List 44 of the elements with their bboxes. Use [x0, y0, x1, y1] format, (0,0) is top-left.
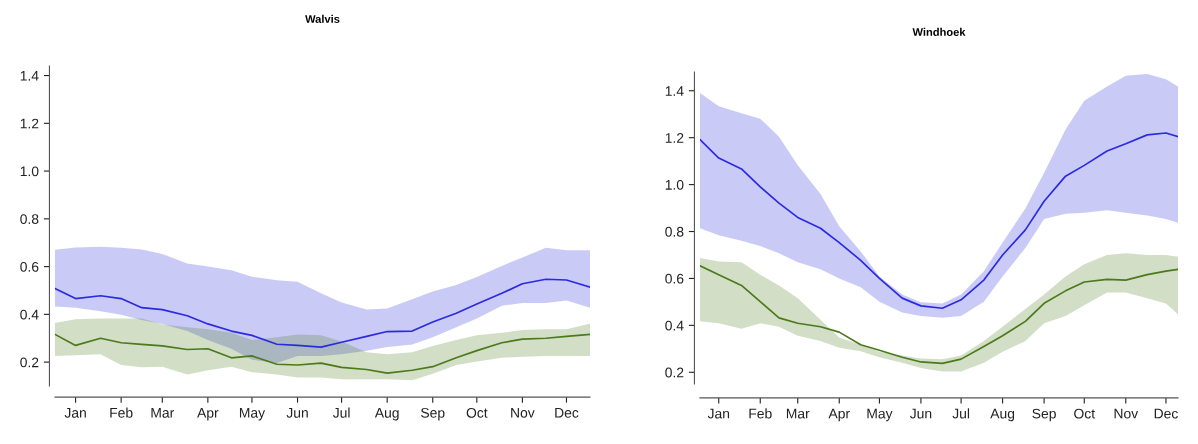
y-tick-label: 1.2 — [20, 118, 39, 129]
x-tick-label: Sep — [421, 407, 445, 421]
x-tick-label: Jul — [952, 408, 970, 419]
x-tick-label: Nov — [1114, 408, 1139, 419]
x-tick-label: Jul — [332, 407, 350, 418]
y-tick-label: 0.2 — [20, 357, 39, 368]
line-series — [55, 278, 590, 348]
x-tick-label: Dec — [1154, 408, 1178, 419]
x-tick-label: May — [867, 408, 893, 422]
x-tick-label: Feb — [749, 408, 772, 419]
x-tick-label: Jan — [707, 408, 730, 419]
x-tick-label: Jun — [909, 408, 932, 419]
y-tick-label: 1.4 — [665, 86, 684, 96]
x-tick-label: May — [239, 408, 266, 421]
x-tick-label: Jun — [286, 408, 308, 418]
y-tick-label: 1.0 — [665, 179, 684, 190]
x-tick-label: Jan — [64, 408, 86, 418]
x-tick-label: Aug — [374, 408, 399, 421]
x-tick-label: Aug — [990, 408, 1015, 422]
x-tick-label: Apr — [828, 408, 850, 422]
chart-title: Walvis — [305, 14, 340, 23]
x-tick-label: Feb — [110, 407, 133, 418]
x-tick-label: Apr — [197, 408, 219, 421]
x-tick-label: Oct — [1074, 408, 1095, 419]
y-tick-label: 1.4 — [20, 71, 39, 81]
x-tick-label: Oct — [466, 407, 488, 418]
x-tick-label: Mar — [786, 408, 810, 419]
x-tick-label: Nov — [511, 408, 535, 418]
y-tick-label: 0.6 — [665, 273, 684, 284]
chart-title: Windhoek — [912, 27, 966, 36]
y-tick-label: 1.2 — [665, 133, 684, 143]
y-tick-label: 0.4 — [665, 320, 684, 331]
line-series — [55, 333, 590, 374]
y-tick-label: 0.4 — [20, 309, 39, 320]
y-tick-label: 0.2 — [665, 367, 684, 378]
y-tick-label: 0.8 — [665, 226, 684, 237]
y-tick-label: 1.0 — [20, 166, 39, 177]
x-tick-label: Mar — [151, 408, 175, 418]
y-tick-label: 0.6 — [20, 261, 39, 272]
line-series — [700, 132, 1178, 310]
line-series — [700, 264, 1178, 365]
x-tick-label: Sep — [1032, 408, 1056, 422]
y-tick-label: 0.8 — [20, 214, 39, 225]
x-tick-label: Dec — [555, 408, 579, 418]
